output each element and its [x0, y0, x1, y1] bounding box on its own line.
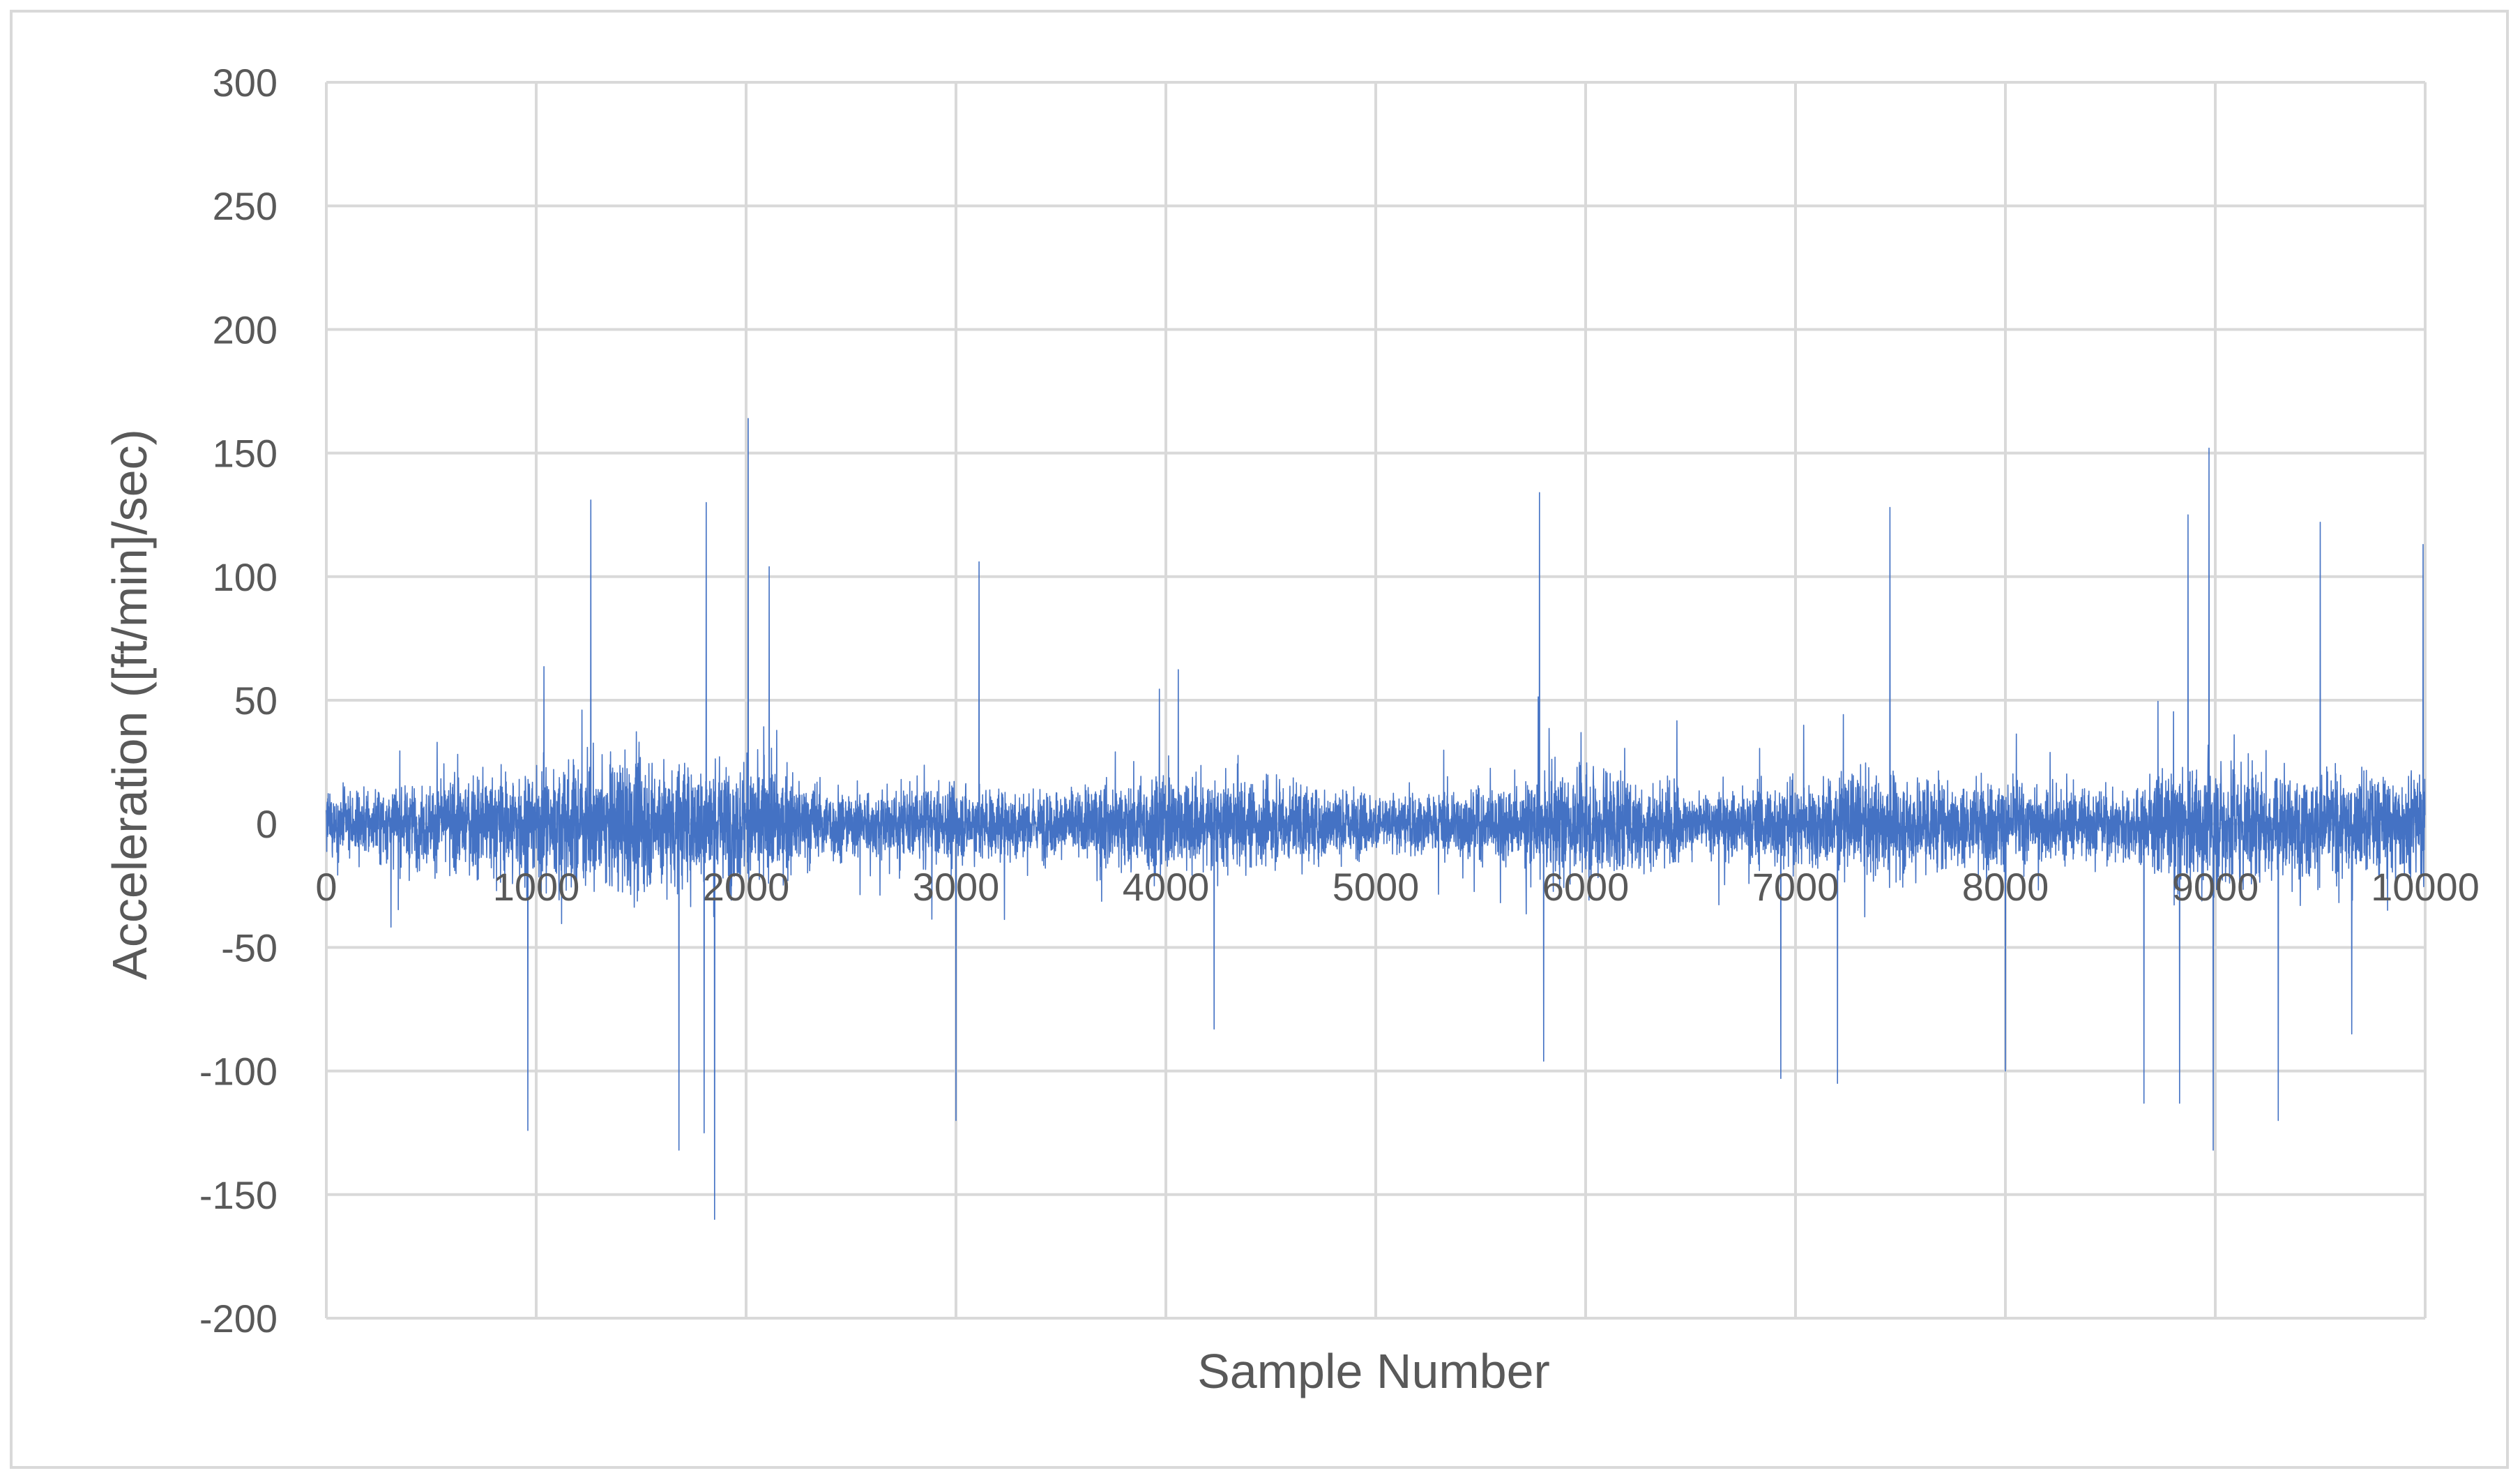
- data-series: [326, 418, 2426, 1220]
- y-tick-label: 100: [213, 555, 278, 599]
- y-tick-label: 250: [213, 184, 278, 228]
- y-tick-label: -200: [199, 1297, 278, 1341]
- x-axis-title: Sample Number: [1197, 1344, 1550, 1398]
- y-tick-label: 50: [234, 679, 278, 723]
- x-tick-label: 6000: [1542, 865, 1630, 909]
- chart-area: [10, 10, 2509, 1469]
- x-tick-label: 1000: [493, 865, 580, 909]
- y-tick-label: -100: [199, 1050, 278, 1094]
- x-tick-label: 3000: [913, 865, 1000, 909]
- x-tick-label: 5000: [1333, 865, 1420, 909]
- x-tick-label: 0: [315, 865, 337, 909]
- tick-labels: 300 250 200 150 100 50 0 -50 -100 -150 -200 0 1000 20…: [199, 61, 2480, 1341]
- y-tick-label: -150: [199, 1173, 278, 1217]
- x-tick-label: 10000: [2371, 865, 2480, 909]
- x-tick-label: 2000: [703, 865, 790, 909]
- y-tick-label: 200: [213, 308, 278, 352]
- y-tick-label: 300: [213, 61, 278, 105]
- y-axis-title: Acceleration ([ft/min]/sec): [103, 429, 157, 980]
- x-tick-label: 7000: [1752, 865, 1839, 909]
- gridlines: [325, 81, 2427, 1320]
- y-tick-label: 150: [213, 432, 278, 476]
- x-tick-label: 8000: [1962, 865, 2049, 909]
- acceleration-series-line: [326, 418, 2426, 1220]
- x-tick-label: 9000: [2172, 865, 2259, 909]
- x-tick-label: 4000: [1123, 865, 1210, 909]
- y-tick-label: -50: [221, 926, 278, 969]
- y-tick-label: 0: [256, 802, 278, 846]
